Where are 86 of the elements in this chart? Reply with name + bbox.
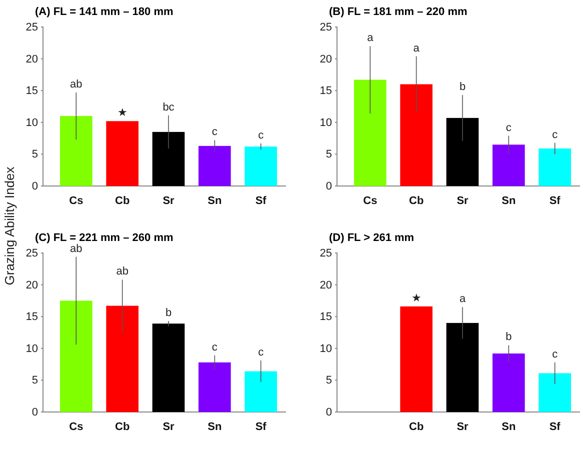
annotation: ab: [70, 242, 82, 255]
y-tick-label: 10: [26, 116, 38, 129]
x-tick-label: Sr: [162, 420, 176, 433]
bar: [492, 144, 525, 186]
bar: [492, 353, 525, 412]
annotation: a: [367, 32, 374, 44]
x-tick-label: Cb: [114, 420, 130, 433]
x-tick-label: Cb: [114, 194, 130, 207]
y-tick-label: 20: [320, 53, 332, 66]
x-tick-label: Sn: [502, 194, 516, 207]
x-tick-label: Cs: [363, 194, 378, 207]
y-tick-label: 25: [26, 248, 38, 260]
annotation: c: [258, 346, 264, 358]
bar: [538, 148, 571, 186]
y-tick-label: 25: [320, 22, 332, 34]
y-tick-label: 5: [326, 374, 332, 387]
x-tick-label: Sf: [549, 420, 561, 433]
y-tick-label: 20: [320, 279, 332, 292]
y-tick-label: 5: [326, 148, 332, 161]
x-tick-label: Sf: [549, 194, 561, 207]
y-tick-label: 10: [320, 342, 332, 355]
x-tick-label: Cs: [69, 420, 84, 433]
bar: [60, 116, 92, 186]
annotation: a: [459, 293, 466, 306]
y-tick-label: 15: [26, 85, 38, 98]
x-tick-label: Sr: [456, 194, 470, 207]
annotation: c: [552, 348, 558, 360]
chart-title: (C) FL = 221 mm – 260 mm: [35, 232, 174, 244]
y-tick-label: 5: [32, 148, 38, 161]
annotation: b: [506, 331, 512, 344]
annotation: c: [506, 122, 512, 134]
bar: [152, 132, 185, 186]
bar: [244, 146, 277, 186]
annotation: a: [413, 42, 420, 54]
x-tick-label: Sr: [456, 420, 470, 433]
x-tick-label: Cb: [408, 420, 424, 433]
x-tick-label: Sn: [502, 420, 516, 433]
y-tick-label: 20: [26, 279, 38, 292]
y-tick-label: 0: [326, 180, 332, 193]
annotation: ★: [411, 292, 422, 304]
y-axis-title: Grazing Ability Index: [2, 166, 17, 286]
y-tick-label: 15: [320, 311, 332, 324]
x-tick-label: Sn: [208, 194, 222, 207]
bar: [538, 373, 571, 412]
annotation: c: [212, 341, 218, 354]
bar: [198, 146, 231, 186]
bar: [354, 80, 386, 186]
x-tick-label: Sr: [162, 194, 176, 207]
annotation: ab: [70, 78, 82, 91]
annotation: c: [212, 126, 218, 138]
x-tick-label: Sf: [255, 194, 267, 207]
x-tick-label: Sn: [208, 420, 222, 433]
annotation: bc: [162, 101, 175, 114]
chart-title: (D) FL > 261 mm: [329, 232, 414, 244]
bar: [244, 371, 277, 412]
annotation: b: [459, 81, 466, 94]
x-tick-label: Cs: [69, 194, 84, 207]
bar: [106, 121, 138, 186]
annotation: ★: [117, 107, 128, 120]
y-tick-label: 0: [32, 406, 38, 419]
y-tick-label: 0: [326, 406, 332, 419]
y-tick-label: 15: [320, 85, 332, 98]
annotation: c: [258, 129, 264, 142]
annotation: ab: [116, 266, 128, 278]
bar: [60, 300, 92, 412]
bar: [446, 118, 479, 186]
y-tick-label: 0: [32, 180, 38, 193]
y-tick-label: 10: [26, 342, 38, 355]
x-tick-label: Cb: [408, 194, 424, 207]
y-tick-label: 25: [320, 248, 332, 260]
annotation: b: [165, 307, 172, 320]
bar: [152, 324, 185, 412]
y-tick-label: 15: [26, 311, 38, 324]
chart-title: (B) FL = 181 mm – 220 mm: [329, 6, 468, 18]
y-tick-label: 25: [26, 22, 38, 34]
bar: [400, 306, 432, 412]
chart-title: (A) FL = 141 mm – 180 mm: [35, 6, 174, 18]
bar: [198, 362, 231, 412]
x-tick-label: Sf: [255, 420, 267, 433]
y-tick-label: 10: [320, 116, 332, 129]
bar: [446, 322, 479, 412]
y-tick-label: 20: [26, 53, 38, 66]
y-tick-label: 5: [32, 374, 38, 387]
bar: [400, 84, 432, 186]
annotation: c: [552, 128, 558, 141]
bar: [106, 306, 138, 412]
